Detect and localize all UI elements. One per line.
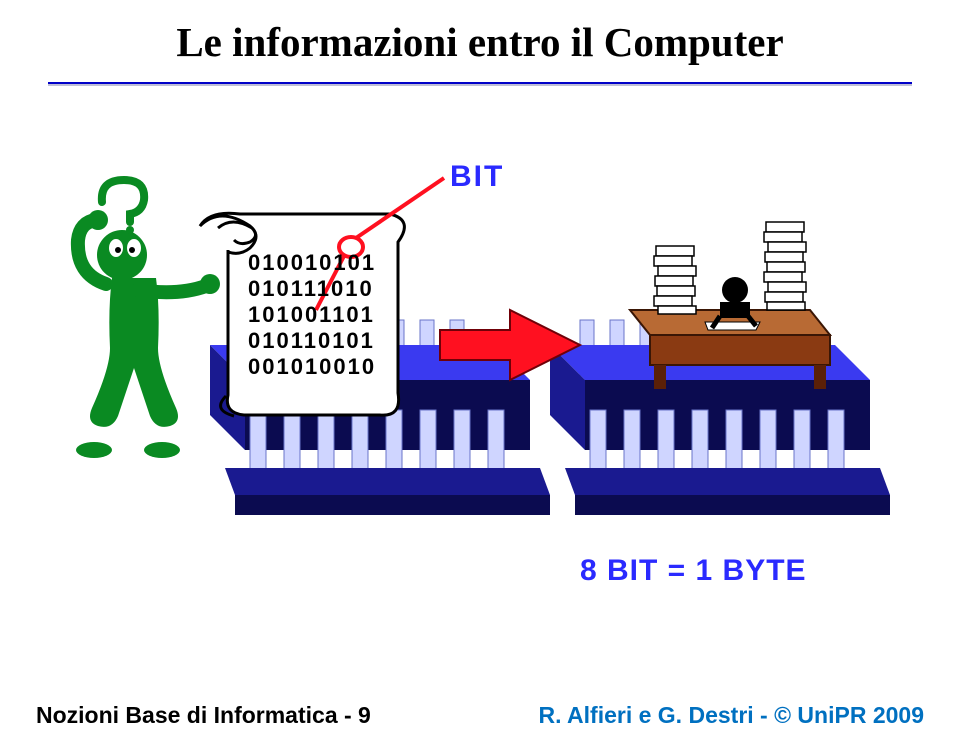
paper-stack-left-icon: [654, 246, 696, 314]
binary-line: 010010101: [248, 250, 376, 276]
illustration: BIT: [40, 150, 920, 570]
green-figure-icon: [76, 180, 220, 458]
byte-label: 8 BIT = 1 BYTE: [580, 554, 807, 588]
page-title: Le informazioni entro il Computer: [0, 18, 960, 66]
footer-right-prefix: R. Alfieri e G. Destri -: [539, 702, 775, 728]
infographic-svg: [40, 150, 920, 570]
binary-lines: 010010101 010111010 101001101 010110101 …: [248, 250, 376, 380]
binary-line: 010111010: [248, 276, 376, 302]
binary-line: 010110101: [248, 328, 376, 354]
footer-right-copy: © UniPR 2009: [774, 702, 924, 728]
desk-icon: [630, 222, 830, 389]
footer-right: R. Alfieri e G. Destri - © UniPR 2009: [539, 702, 925, 729]
binary-line: 001010010: [248, 354, 376, 380]
title-underline: [48, 82, 912, 84]
binary-line: 101001101: [248, 302, 376, 328]
footer-left: Nozioni Base di Informatica - 9: [36, 702, 371, 729]
paper-stack-right-icon: [764, 222, 806, 310]
